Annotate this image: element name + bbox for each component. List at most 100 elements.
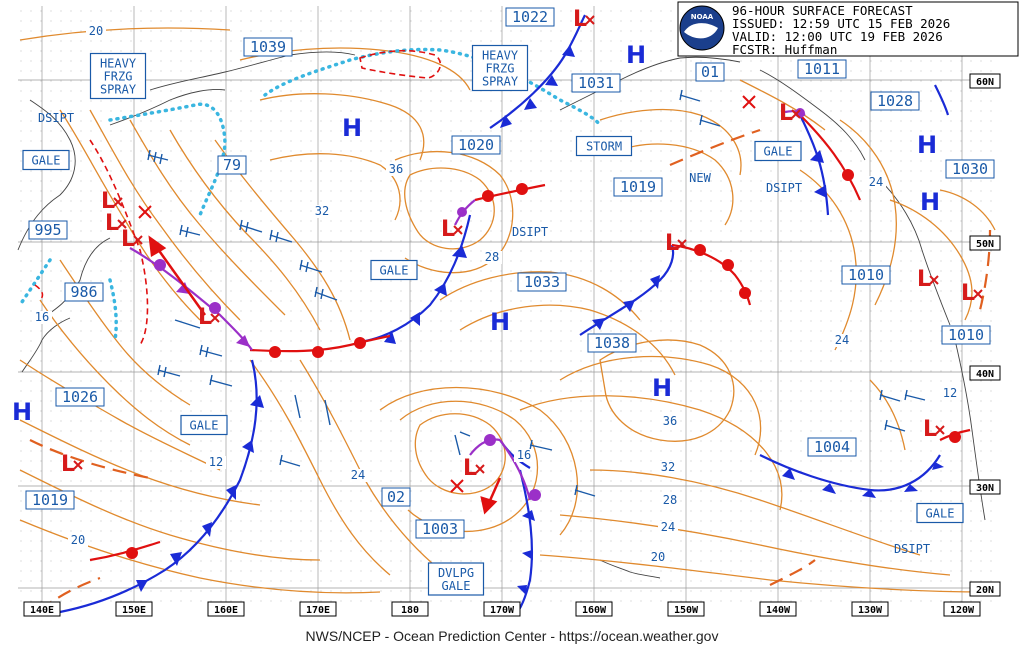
pressure-value: 02 xyxy=(381,487,411,507)
svg-text:GALE: GALE xyxy=(764,145,793,159)
longitude-label: 150W xyxy=(667,601,705,617)
svg-text:H: H xyxy=(12,398,32,426)
svg-text:L: L xyxy=(573,7,587,32)
pressure-value: 1010 xyxy=(841,265,891,285)
low-pressure-center: L xyxy=(923,417,945,442)
high-pressure-center: H xyxy=(920,188,940,216)
svg-text:60N: 60N xyxy=(976,77,994,88)
high-pressure-center: H xyxy=(342,114,362,142)
warning-label: GALE xyxy=(22,149,70,171)
svg-text:1004: 1004 xyxy=(814,438,850,456)
pressure-value: 1030 xyxy=(945,159,995,179)
svg-text:79: 79 xyxy=(223,156,241,174)
svg-text:160E: 160E xyxy=(214,605,238,616)
low-pressure-center: L xyxy=(573,7,595,32)
svg-text:1022: 1022 xyxy=(512,8,548,26)
latitude-label: 60N xyxy=(969,73,1001,89)
longitude-label: 140E xyxy=(23,601,61,617)
svg-text:1011: 1011 xyxy=(804,60,840,78)
svg-text:L: L xyxy=(101,189,115,214)
forecast-annotation: DSIPT xyxy=(512,225,548,239)
noaa-logo-text: NOAA xyxy=(691,13,714,21)
warning-label: STORM xyxy=(575,135,633,157)
svg-text:FRZG: FRZG xyxy=(486,62,515,76)
low-pressure-center: L xyxy=(665,231,687,256)
longitude-label: 170E xyxy=(299,601,337,617)
pressure-value: 995 xyxy=(28,220,68,240)
wind-barbs xyxy=(147,89,926,497)
storm-motion-arrows xyxy=(148,235,502,515)
svg-text:01: 01 xyxy=(701,63,719,81)
svg-text:1019: 1019 xyxy=(620,178,656,196)
svg-text:DSIPT: DSIPT xyxy=(512,225,548,239)
svg-text:24: 24 xyxy=(351,468,365,482)
svg-text:20: 20 xyxy=(89,24,103,38)
isobar-label: 24 xyxy=(658,520,678,534)
svg-text:1020: 1020 xyxy=(458,136,494,154)
forecaster: FCSTR: Huffman xyxy=(732,42,837,57)
low-pressure-center: L xyxy=(121,227,143,252)
svg-text:1010: 1010 xyxy=(848,266,884,284)
pressure-value: 1028 xyxy=(870,91,920,111)
low-pressure-center: L xyxy=(463,456,485,481)
svg-text:L: L xyxy=(917,267,931,292)
pressure-value: 1019 xyxy=(25,490,75,510)
pressure-value: 1031 xyxy=(571,73,621,93)
svg-text:DSIPT: DSIPT xyxy=(38,111,74,125)
svg-text:32: 32 xyxy=(661,460,675,474)
svg-text:1010: 1010 xyxy=(948,326,984,344)
svg-text:L: L xyxy=(121,227,135,252)
svg-text:180: 180 xyxy=(401,605,419,616)
svg-text:1033: 1033 xyxy=(524,273,560,291)
svg-text:L: L xyxy=(61,452,75,477)
svg-text:20N: 20N xyxy=(976,585,994,596)
svg-text:L: L xyxy=(463,456,477,481)
pressure-value: 1039 xyxy=(243,37,293,57)
low-pressure-center: L xyxy=(101,189,123,214)
isobar-label: 36 xyxy=(660,414,680,428)
noaa-bird-shape xyxy=(684,23,718,39)
isobar-label: 32 xyxy=(312,204,332,218)
longitude-label: 120W xyxy=(943,601,981,617)
svg-text:L: L xyxy=(961,281,975,306)
svg-text:130W: 130W xyxy=(858,605,883,616)
occluded-front-symbols xyxy=(154,108,805,501)
svg-text:24: 24 xyxy=(869,175,883,189)
svg-text:20: 20 xyxy=(651,550,665,564)
isobar-label: 20 xyxy=(648,550,668,564)
svg-text:FRZG: FRZG xyxy=(104,70,133,84)
footer-credit: NWS/NCEP - Ocean Prediction Center - htt… xyxy=(305,628,719,644)
pressure-value: 1038 xyxy=(587,333,637,353)
svg-text:SPRAY: SPRAY xyxy=(100,83,137,97)
svg-text:1003: 1003 xyxy=(422,520,458,538)
low-pressure-center: L xyxy=(441,217,463,242)
freezing-spray-areas xyxy=(18,47,602,342)
pressure-value: 1033 xyxy=(517,272,567,292)
svg-text:16: 16 xyxy=(35,310,49,324)
longitude-label: 160W xyxy=(575,601,613,617)
forecast-annotation: DSIPT xyxy=(766,181,802,195)
svg-text:160W: 160W xyxy=(582,605,607,616)
svg-text:1028: 1028 xyxy=(877,92,913,110)
svg-text:L: L xyxy=(779,101,793,126)
svg-text:GALE: GALE xyxy=(32,154,61,168)
svg-text:16: 16 xyxy=(517,448,531,462)
svg-text:50N: 50N xyxy=(976,239,994,250)
svg-text:SPRAY: SPRAY xyxy=(482,75,519,89)
ice-accretion-areas xyxy=(34,49,442,346)
svg-text:986: 986 xyxy=(70,283,97,301)
svg-text:H: H xyxy=(626,41,646,69)
longitude-label: 170W xyxy=(483,601,521,617)
longitude-label: 160E xyxy=(207,601,245,617)
pressure-value: 1011 xyxy=(797,59,847,79)
svg-text:40N: 40N xyxy=(976,369,994,380)
isobar-label: 28 xyxy=(660,493,680,507)
pressure-value: 1022 xyxy=(505,7,555,27)
isobar-label: 12 xyxy=(940,386,960,400)
svg-text:HEAVY: HEAVY xyxy=(482,49,519,63)
high-pressure-center: H xyxy=(626,41,646,69)
isobar-label: 32 xyxy=(658,460,678,474)
